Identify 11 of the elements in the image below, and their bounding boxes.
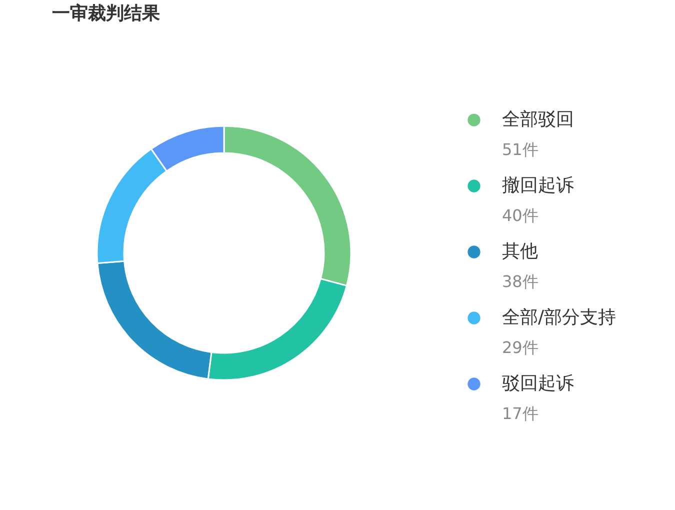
data-label: 38件 bbox=[502, 272, 538, 292]
data-label: 40件 bbox=[502, 206, 538, 226]
legend-label: 其他 bbox=[502, 241, 538, 262]
legend-label: 全部驳回 bbox=[502, 109, 574, 130]
legend-label: 全部/部分支持 bbox=[502, 307, 616, 328]
data-label: 17件 bbox=[502, 404, 538, 424]
data-label: 29件 bbox=[502, 338, 538, 358]
chart-title: 一审裁判结果 bbox=[52, 3, 161, 24]
legend-label: 撤回起诉 bbox=[502, 175, 574, 196]
legend-label: 驳回起诉 bbox=[502, 373, 574, 394]
data-label: 51件 bbox=[502, 140, 538, 160]
